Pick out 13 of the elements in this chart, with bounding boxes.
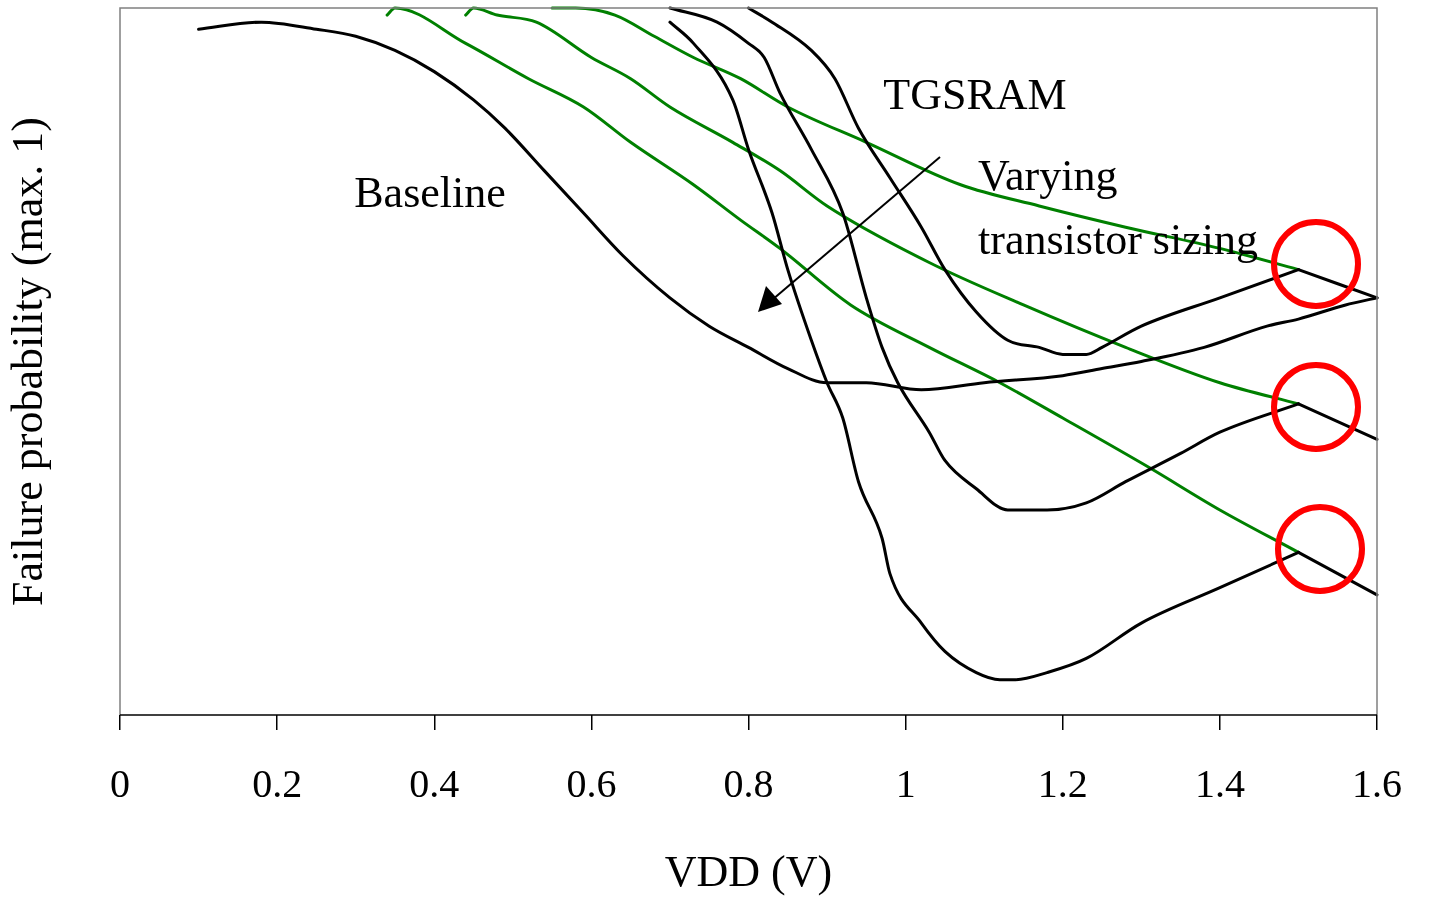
x-tick-label: 0.2 (252, 760, 303, 806)
x-tick-label: 0.8 (723, 760, 774, 806)
x-tick-label: 1.2 (1037, 760, 1088, 806)
x-axis-title: VDD (V) (664, 847, 833, 897)
y-axis-title: Failure probability (max. 1) (2, 117, 52, 606)
x-tick-label: 0 (110, 760, 130, 806)
x-tick-label: 1.6 (1352, 760, 1402, 806)
x-tick-label: 1 (895, 760, 916, 806)
x-tick-label: 0.4 (409, 760, 460, 806)
annotation: Baseline (354, 167, 506, 217)
x-tick-label: 1.4 (1194, 760, 1245, 806)
x-tick-label: 0.6 (566, 760, 617, 806)
annotation: TGSRAM (883, 69, 1067, 119)
